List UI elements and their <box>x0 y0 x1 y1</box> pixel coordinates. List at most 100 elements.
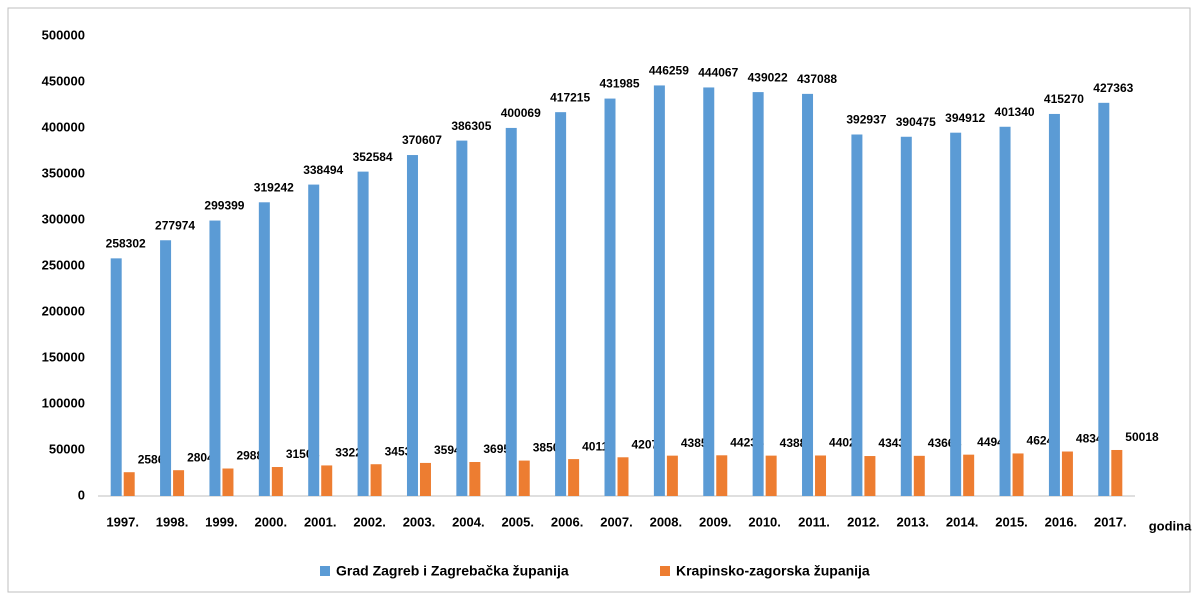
data-label: 437088 <box>797 72 837 86</box>
y-tick-label: 0 <box>78 487 85 502</box>
x-tick-label: 2001. <box>304 514 337 529</box>
data-label: 319242 <box>254 180 294 194</box>
bar <box>802 93 814 497</box>
y-tick-label: 50000 <box>49 441 85 456</box>
data-label: 415270 <box>1044 92 1084 106</box>
x-tick-label: 2004. <box>452 514 485 529</box>
x-tick-label: 2010. <box>748 514 781 529</box>
bar <box>123 472 135 496</box>
bar <box>258 202 270 496</box>
x-tick-label: 2016. <box>1045 514 1078 529</box>
bar <box>308 184 320 497</box>
legend-label: Grad Zagreb i Zagrebačka županija <box>336 563 569 579</box>
data-label: 427363 <box>1093 81 1133 95</box>
x-tick-label: 1997. <box>106 514 139 529</box>
x-axis-label: godina <box>1149 518 1192 533</box>
data-label: 258302 <box>106 237 146 251</box>
data-label: 390475 <box>896 115 936 129</box>
bar <box>110 258 122 496</box>
bar <box>716 455 728 496</box>
data-label: 338494 <box>303 163 343 177</box>
bar <box>913 455 925 496</box>
bar <box>321 465 333 496</box>
x-tick-label: 2006. <box>551 514 584 529</box>
data-label: 394912 <box>945 111 985 125</box>
data-label: 299399 <box>204 199 244 213</box>
x-tick-label: 1998. <box>156 514 189 529</box>
bar <box>406 155 418 496</box>
x-tick-label: 2015. <box>995 514 1028 529</box>
y-tick-label: 400000 <box>42 119 85 134</box>
y-tick-label: 350000 <box>42 165 85 180</box>
data-label: 50018 <box>1125 430 1159 444</box>
bar <box>1048 113 1060 496</box>
data-label: 444067 <box>698 66 738 80</box>
x-tick-label: 2014. <box>946 514 979 529</box>
bar <box>1061 451 1073 496</box>
bar <box>999 126 1011 496</box>
data-label: 370607 <box>402 133 442 147</box>
bar <box>765 455 777 496</box>
bar <box>703 87 715 496</box>
x-tick-label: 2017. <box>1094 514 1127 529</box>
data-label: 401340 <box>995 105 1035 119</box>
chart-frame <box>7 7 1191 593</box>
data-label: 400069 <box>501 106 541 120</box>
x-tick-label: 1999. <box>205 514 238 529</box>
x-tick-label: 2003. <box>403 514 436 529</box>
bar <box>864 456 876 496</box>
bar <box>604 98 616 497</box>
data-label: 392937 <box>846 113 886 127</box>
x-tick-label: 2013. <box>897 514 930 529</box>
bar <box>653 85 665 497</box>
x-tick-label: 2002. <box>353 514 386 529</box>
y-tick-label: 500000 <box>42 27 85 42</box>
bar <box>950 132 962 496</box>
data-label: 417215 <box>550 90 590 104</box>
bar <box>666 455 678 496</box>
data-label: 439022 <box>748 70 788 84</box>
data-label: 446259 <box>649 64 689 78</box>
bar <box>617 457 629 496</box>
x-tick-label: 2009. <box>699 514 732 529</box>
bar <box>963 454 975 496</box>
bar <box>173 470 185 496</box>
bar <box>160 240 172 496</box>
bar <box>271 467 283 496</box>
bar <box>900 136 912 496</box>
data-label: 277974 <box>155 218 195 232</box>
bar <box>815 455 827 496</box>
bar <box>1098 102 1110 496</box>
bar <box>209 220 221 496</box>
bar <box>505 127 517 496</box>
bar <box>518 460 530 496</box>
x-tick-label: 2000. <box>255 514 288 529</box>
legend-label: Krapinsko-zagorska županija <box>676 563 870 579</box>
x-tick-label: 2005. <box>501 514 534 529</box>
x-tick-label: 2012. <box>847 514 880 529</box>
legend-swatch <box>660 566 670 576</box>
bar <box>419 462 431 496</box>
y-tick-label: 250000 <box>42 257 85 272</box>
bar <box>222 468 234 496</box>
legend-swatch <box>320 566 330 576</box>
data-label: 431985 <box>599 77 639 91</box>
x-tick-label: 2011. <box>798 514 830 529</box>
y-tick-label: 300000 <box>42 211 85 226</box>
bar <box>370 464 382 496</box>
bar <box>752 92 764 496</box>
bar <box>357 171 369 496</box>
bar <box>1012 453 1024 496</box>
y-tick-label: 150000 <box>42 349 85 364</box>
data-label: 352584 <box>353 150 393 164</box>
bar <box>555 112 567 496</box>
bar <box>469 462 481 496</box>
bar <box>851 134 863 496</box>
bar <box>456 140 468 496</box>
y-tick-label: 200000 <box>42 303 85 318</box>
data-label: 386305 <box>451 119 491 133</box>
bar <box>568 459 580 496</box>
y-tick-label: 100000 <box>42 395 85 410</box>
bar <box>1111 449 1123 496</box>
